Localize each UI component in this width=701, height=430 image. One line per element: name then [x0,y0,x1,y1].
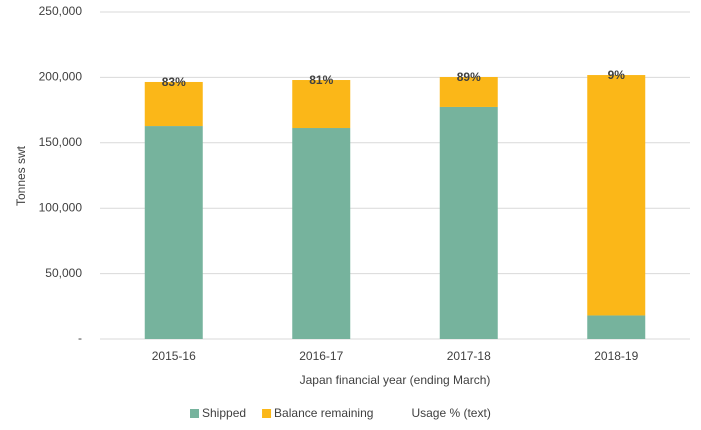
bar-segment [587,315,646,339]
x-tick-label: 2016-17 [299,349,343,363]
x-tick-label: 2018-19 [594,349,638,363]
bar-segment [144,126,203,339]
y-tick-label: 250,000 [39,4,83,18]
bar-segment [292,80,351,129]
bar-segment [439,106,498,339]
legend-swatch [190,409,199,418]
bar-segment [439,77,498,107]
y-tick-label: 150,000 [39,135,83,149]
bar-segment [292,128,351,339]
bar-segment [144,81,203,127]
legend-swatch [262,409,272,418]
legend-label: Balance remaining [274,406,373,420]
bar-segment [587,75,646,316]
y-tick-label: 50,000 [45,266,82,280]
x-tick-label: 2015-16 [152,349,196,363]
usage-label: 9% [608,68,626,82]
usage-label: 89% [457,70,481,84]
y-tick-label: 200,000 [39,70,83,84]
usage-label: 83% [162,75,186,89]
x-tick-label: 2017-18 [447,349,491,363]
legend-label: Usage % (text) [411,406,490,420]
legend-label: Shipped [202,406,246,420]
x-axis-title: Japan financial year (ending March) [300,373,491,387]
y-axis-title: Tonnes swt [14,145,28,206]
y-tick-label: - [78,331,82,345]
y-tick-label: 100,000 [39,200,83,214]
usage-label: 81% [309,73,333,87]
